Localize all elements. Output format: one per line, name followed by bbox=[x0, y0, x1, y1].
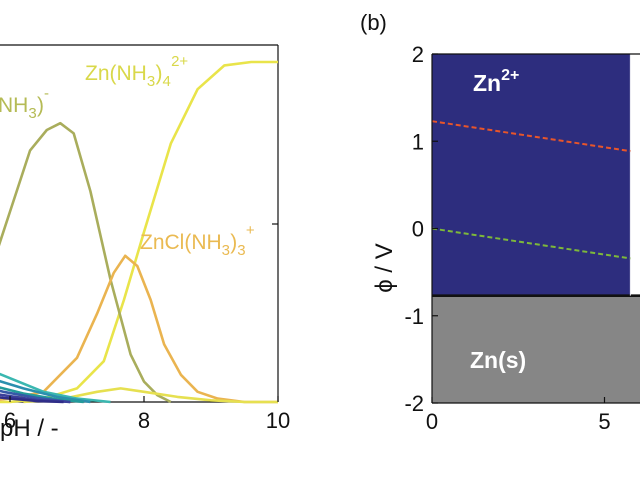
panel-b-y-axis-label: ϕ / V bbox=[371, 243, 398, 292]
species-label-3: ZnCl(NH3 )3 + bbox=[140, 222, 255, 259]
species-label-1: Zn(NH3 )4 2+ bbox=[85, 53, 188, 90]
region-1 bbox=[432, 54, 631, 296]
y-tick-label: 2 bbox=[412, 42, 424, 67]
x-tick-label: 10 bbox=[266, 408, 290, 433]
panel-b-tick-labels: 210-1-20 5 bbox=[404, 42, 610, 434]
series-line-8 bbox=[0, 389, 71, 404]
x-tick-label: 0 bbox=[426, 409, 438, 434]
series-line-5 bbox=[0, 372, 111, 404]
panel-a-series-group bbox=[0, 60, 278, 404]
y-tick-label: 1 bbox=[412, 129, 424, 154]
panel-a-x-tick-labels: 6 8 10 bbox=[4, 396, 290, 433]
panel-a-chart: 6 8 10 pH / - Zn(NH3 )4 2+ NH3 )- ZnCl(NH3 )… bbox=[0, 44, 290, 442]
series-line-10 bbox=[0, 396, 64, 404]
y-tick-label: 0 bbox=[412, 217, 424, 242]
panel-b-regions: Zn2+ Zn(s) bbox=[432, 54, 640, 403]
dashed-line-1 bbox=[431, 120, 631, 153]
species-label-2: NH3 )- bbox=[0, 85, 49, 122]
phi-symbol: ϕ bbox=[371, 279, 398, 292]
y-tick-label: -2 bbox=[404, 391, 424, 416]
x-tick-label: 8 bbox=[138, 408, 150, 433]
series-line-3 bbox=[0, 254, 278, 404]
panel-b-stability-lines bbox=[431, 120, 631, 260]
series-line-2 bbox=[0, 121, 172, 404]
panel-b-chart: (b) Zn2+Zn(s) 210-1-20 5 ϕ / V bbox=[360, 10, 640, 434]
volt-unit: V bbox=[371, 243, 398, 259]
series-line-4 bbox=[23, 387, 278, 404]
region-2 bbox=[432, 295, 640, 403]
x-tick-label: 5 bbox=[598, 409, 610, 434]
x-tick-label: 6 bbox=[4, 408, 16, 433]
series-line-6 bbox=[0, 379, 91, 404]
region-label-2: Zn(s) bbox=[470, 347, 526, 373]
panel-b-y-label-text: ϕ / V bbox=[371, 243, 398, 292]
panel-a-x-axis-label: pH / - bbox=[0, 415, 59, 442]
panel-b-tag: (b) bbox=[360, 10, 387, 35]
region-label-1: Zn2+ bbox=[473, 67, 519, 96]
panel-a-species-labels: Zn(NH3 )4 2+ NH3 )- ZnCl(NH3 )3 + bbox=[0, 53, 255, 259]
y-tick-label: -1 bbox=[404, 304, 424, 329]
dashed-line-2 bbox=[431, 227, 631, 260]
